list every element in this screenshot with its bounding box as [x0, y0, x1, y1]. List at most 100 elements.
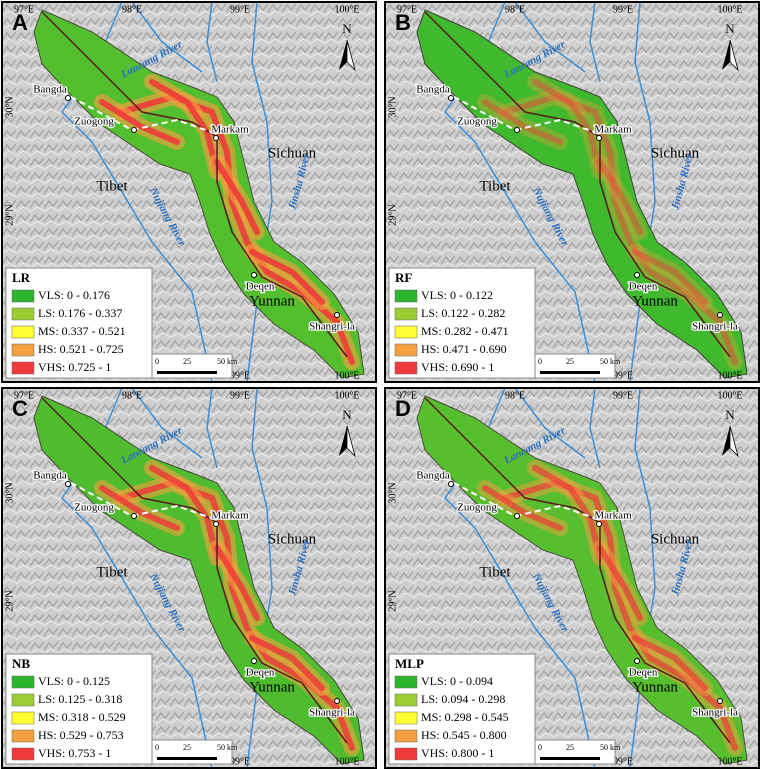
legend-label: LS: 0.176 - 0.337 [38, 306, 122, 320]
legend-label: VLS: 0 - 0.176 [38, 288, 110, 302]
legend-label: VHS: 0.725 - 1 [38, 360, 111, 374]
scale-bar [540, 757, 600, 760]
lon-label-top: 100°E [717, 4, 742, 15]
lon-label-top: 99°E [230, 4, 250, 15]
legend-swatch [11, 693, 35, 707]
lon-label-bottom: 99°E [230, 756, 250, 767]
panel-border [1, 1, 377, 383]
very-high-zone [532, 465, 603, 561]
high-zone [627, 244, 713, 310]
region-label: Tibet [96, 564, 128, 580]
place-label: Deqen [246, 667, 275, 679]
legend-swatch [11, 343, 35, 357]
legend-swatch [11, 747, 35, 761]
place-label: Markam [594, 510, 632, 522]
scale-label: 0 [155, 743, 159, 752]
very-high-zone [249, 635, 325, 691]
scale-label: 25 [183, 357, 191, 366]
river-branch [514, 387, 586, 459]
legend-label: HS: 0.529 - 0.753 [38, 728, 124, 742]
place-label: Shangri-la [692, 321, 738, 333]
legend-box [388, 267, 536, 379]
lon-label-bottom: 100°E [717, 370, 742, 381]
river-branch [589, 1, 601, 83]
lon-label-top: 99°E [613, 4, 633, 15]
legend-title: RF [395, 270, 412, 285]
river-branch [514, 1, 586, 73]
region-label: Yunnan [632, 293, 678, 309]
panel-letter: B [395, 10, 411, 35]
north-label: N [342, 407, 352, 422]
very-high-zone [249, 249, 325, 305]
high-zone [497, 88, 743, 370]
legend-swatch [11, 289, 35, 303]
lon-label-top: 99°E [230, 390, 250, 401]
place-dot [65, 481, 71, 487]
legend-box [5, 267, 153, 379]
road [61, 477, 218, 521]
map-panel: 97°E97°E98°E98°E99°E99°E100°E100°E30°N29… [384, 1, 760, 383]
place-dot [334, 312, 340, 318]
scale-label: 0 [155, 357, 159, 366]
legend-label: LS: 0.125 - 0.318 [38, 692, 122, 706]
scale-bar [157, 371, 217, 374]
north-arrow-half [346, 425, 356, 458]
lat-label: 29°N [4, 204, 15, 225]
legend-label: HS: 0.471 - 0.690 [421, 342, 507, 356]
lat-label: 29°N [4, 590, 15, 611]
legend-title: MLP [395, 656, 424, 671]
legend-label: VLS: 0 - 0.094 [421, 674, 493, 688]
north-arrow-half [346, 39, 356, 72]
scale-label: 25 [566, 357, 574, 366]
legend-label: HS: 0.521 - 0.725 [38, 342, 124, 356]
very-high-zone [632, 249, 708, 305]
place-label: Bangda [416, 470, 450, 482]
region-label: Tibet [479, 564, 511, 580]
place-dot [514, 127, 520, 133]
lon-label-top: 98°E [122, 390, 142, 401]
high-zone [592, 154, 648, 240]
north-label: N [725, 407, 735, 422]
river-branch [206, 1, 218, 83]
place-label: Bangda [33, 470, 67, 482]
panel-border [1, 387, 377, 769]
scale-label: 50 km [600, 357, 621, 366]
very-high-zone [214, 159, 260, 235]
very-high-zone [632, 635, 708, 691]
road [61, 91, 218, 135]
road [444, 91, 601, 135]
legend-swatch [11, 325, 35, 339]
legend-label: MS: 0.298 - 0.545 [421, 710, 509, 724]
north-arrow-half [729, 425, 739, 458]
lon-label-top: 98°E [122, 4, 142, 15]
lon-label-bottom: 99°E [230, 370, 250, 381]
lon-label-top: 97°E [397, 4, 417, 15]
place-dot [717, 698, 723, 704]
place-label: Zuogong [457, 502, 497, 514]
place-label: Markam [211, 510, 249, 522]
river-branch [206, 387, 218, 469]
region-label: Sichuan [651, 531, 700, 547]
place-dot [448, 481, 454, 487]
map-panel: 97°E97°E98°E98°E99°E99°E100°E100°E30°N29… [1, 1, 377, 383]
legend-swatch [394, 729, 418, 743]
place-label: Zuogong [74, 502, 114, 514]
place-label: Shangri-la [692, 707, 738, 719]
legend-label: VHS: 0.690 - 1 [421, 360, 494, 374]
place-label: Bangda [416, 84, 450, 96]
place-dot [131, 513, 137, 519]
place-dot [65, 95, 71, 101]
legend-swatch [394, 675, 418, 689]
place-label: Shangri-la [309, 707, 355, 719]
legend-swatch [11, 675, 35, 689]
panel-letter: A [12, 10, 28, 35]
scale-label: 50 km [217, 357, 238, 366]
legend-label: MS: 0.337 - 0.521 [38, 324, 126, 338]
legend-label: MS: 0.318 - 0.529 [38, 710, 126, 724]
north-label: N [725, 21, 735, 36]
place-dot [596, 135, 602, 141]
legend-box [388, 653, 536, 765]
place-dot [448, 95, 454, 101]
lon-label-bottom: 99°E [613, 756, 633, 767]
region-label: Yunnan [249, 293, 295, 309]
